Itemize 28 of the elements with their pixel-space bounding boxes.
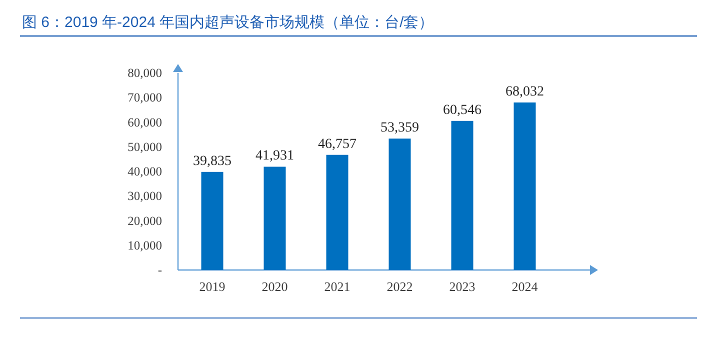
y-tick-label: 40,000: [128, 164, 162, 178]
data-label: 53,359: [380, 120, 419, 136]
y-tick-label: 80,000: [128, 66, 162, 80]
x-tick-label: 2021: [324, 279, 350, 294]
data-label: 46,757: [318, 136, 356, 152]
bar: [514, 102, 536, 270]
bar: [201, 172, 224, 270]
data-label: 39,835: [193, 154, 232, 169]
y-tick-label: 10,000: [128, 238, 162, 252]
x-tick-label: 2023: [449, 279, 476, 294]
y-tick-label: 50,000: [128, 140, 162, 154]
y-tick-label: 60,000: [128, 115, 162, 130]
bar: [388, 138, 411, 270]
bar: [326, 154, 348, 270]
y-tick-label: 30,000: [128, 189, 162, 204]
data-label: 68,032: [506, 84, 544, 100]
x-tick-label: 2020: [262, 279, 288, 294]
data-label: 41,931: [256, 148, 294, 164]
x-tick-label: 2022: [386, 279, 413, 294]
y-tick-label: 20,000: [128, 214, 162, 228]
data-label: 60,546: [443, 102, 482, 118]
y-tick-label: 70,000: [128, 90, 162, 105]
x-tick-label: 2024: [512, 279, 538, 294]
bar: [451, 120, 474, 270]
x-tick-label: 2019: [199, 279, 226, 294]
title: 图 6：2019 年-2024 年国内超声设备市场规模（单位：台/套）: [22, 14, 434, 31]
y-tick-label: -: [158, 263, 162, 277]
bar: [264, 166, 286, 270]
